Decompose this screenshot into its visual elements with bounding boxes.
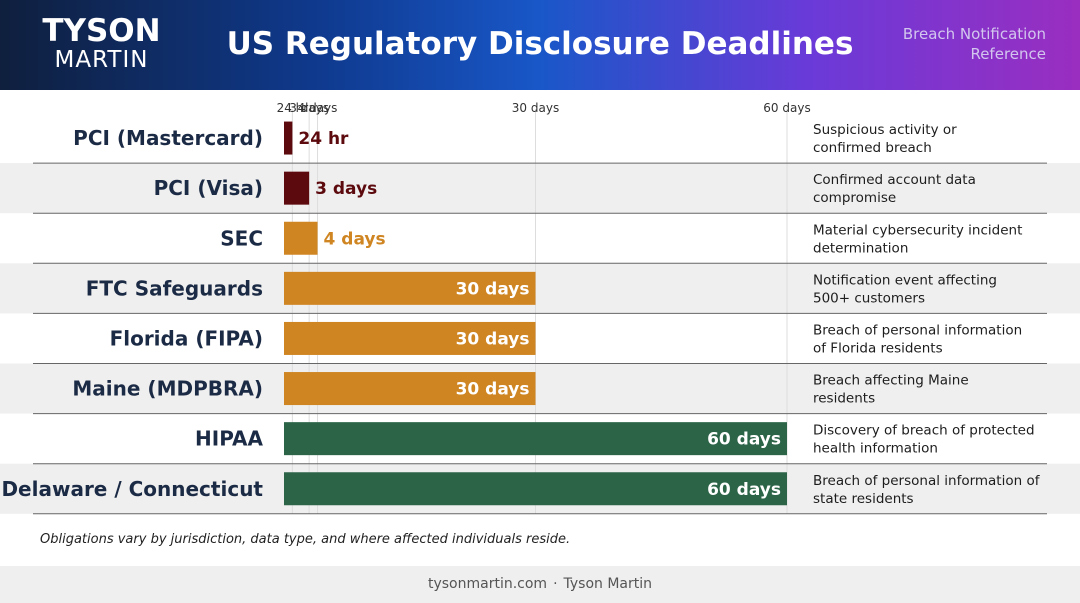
bar-value-label: 30 days	[456, 380, 530, 400]
bar	[284, 221, 318, 255]
axis-tick-label: 24 hr	[277, 101, 309, 115]
bar-value-label: 4 days	[324, 229, 386, 249]
bar	[284, 372, 536, 406]
row-category-label: FTC Safeguards	[86, 276, 263, 300]
row-description-line: Confirmed account data	[813, 172, 976, 188]
row-description-line: confirmed breach	[813, 140, 932, 156]
row-description-line: 500+ customers	[813, 290, 925, 306]
axis-tick-label: 4 days	[298, 101, 338, 115]
axis-tick-label: 60 days	[763, 101, 810, 115]
bar	[284, 271, 536, 305]
row-description: Notification event affecting 500+ custome…	[813, 272, 997, 306]
row-category-label: Delaware / Connecticut	[1, 477, 263, 501]
row-background	[0, 263, 1080, 314]
row-description: Discovery of breach of protected health i…	[813, 423, 1035, 457]
subtitle-line-1: Breach Notification	[902, 25, 1046, 43]
row-description: Breach of personal information of state r…	[813, 473, 1041, 507]
row-category-label: PCI (Mastercard)	[73, 126, 263, 150]
footnote: Obligations vary by jurisdiction, data t…	[40, 532, 571, 547]
row-background	[0, 363, 1080, 414]
row-description-line: Notification event affecting	[813, 272, 997, 288]
row-description-line: of Florida residents	[813, 340, 943, 356]
row-description-line: Breach affecting Maine	[813, 373, 969, 389]
row-category-label: Maine (MDPBRA)	[72, 377, 263, 401]
brand-logo: TYSON MARTIN	[34, 14, 169, 72]
bar-value-label: 3 days	[315, 179, 377, 199]
row-description-line: determination	[813, 240, 908, 256]
row-category-label: PCI (Visa)	[154, 176, 263, 200]
page-title: US Regulatory Disclosure Deadlines	[226, 26, 854, 62]
row-description-line: Breach of personal information of	[813, 473, 1041, 489]
bar	[284, 422, 787, 456]
row-description-line: compromise	[813, 190, 896, 206]
axis-tick-label: 3 days	[289, 101, 329, 115]
logo-line-1: TYSON	[42, 13, 161, 49]
row-category-label: HIPAA	[195, 427, 263, 451]
row-background	[0, 163, 1080, 214]
bar-value-label: 60 days	[707, 430, 781, 450]
row-category-label: SEC	[220, 226, 263, 250]
bar	[284, 121, 293, 155]
bar	[284, 171, 310, 205]
row-description-line: Suspicious activity or	[813, 122, 957, 138]
row-description-line: Material cybersecurity incident	[813, 222, 1022, 238]
subtitle-line-2: Reference	[970, 45, 1046, 63]
row-description: Confirmed account data compromise	[813, 172, 976, 206]
bar-value-label: 30 days	[456, 329, 530, 349]
row-description-line: state residents	[813, 491, 914, 507]
row-description-line: health information	[813, 441, 938, 457]
logo-line-2: MARTIN	[54, 47, 149, 73]
footer-site-link[interactable]: tysonmartin.com	[427, 576, 548, 592]
bar	[284, 472, 787, 506]
row-description: Suspicious activity or confirmed breach	[813, 122, 957, 156]
row-description: Breach of personal information of Florida…	[813, 322, 1022, 356]
page-subtitle: Breach Notification Reference	[876, 24, 1046, 64]
row-description: Material cybersecurity incident determina…	[813, 222, 1022, 256]
row-category-label: Florida (FIPA)	[110, 326, 263, 350]
header-banner: TYSON MARTIN US Regulatory Disclosure De…	[0, 0, 1080, 90]
row-description-line: Discovery of breach of protected	[813, 423, 1035, 439]
footer-separator: ·	[553, 576, 558, 592]
bar-value-label: 24 hr	[298, 129, 349, 149]
footer-author: Tyson Martin	[563, 576, 653, 592]
footer: tysonmartin.com · Tyson Martin	[0, 566, 1080, 603]
row-description-line: residents	[813, 391, 875, 407]
axis-tick-label: 30 days	[512, 101, 559, 115]
row-description: Breach affecting Maine residents	[813, 373, 969, 407]
row-description-line: Breach of personal information	[813, 322, 1022, 338]
bar	[284, 321, 536, 355]
bar-value-label: 30 days	[456, 279, 530, 299]
bar-value-label: 60 days	[707, 480, 781, 500]
